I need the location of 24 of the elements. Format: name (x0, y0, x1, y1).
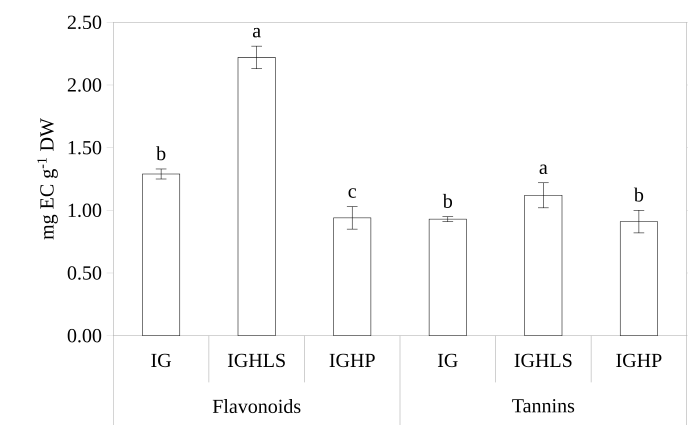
data-label: a (252, 28, 261, 38)
bar (142, 174, 180, 336)
y-tick-label: 1.00 (68, 204, 102, 218)
x-tick-label: IGHLS (228, 354, 285, 368)
x-tick-label: IG (438, 354, 458, 368)
data-label: c (348, 188, 356, 198)
y-tick-label: 2.00 (68, 78, 102, 92)
data-label: b (156, 146, 166, 160)
data-label: a (540, 164, 548, 174)
y-axis-title: mg EC g$^{-1}$ DW (37, 118, 58, 240)
data-label: b (634, 188, 644, 202)
y-tick-label: 2.50 (68, 16, 102, 30)
data-label: b (442, 194, 452, 208)
y-tick-label: 0.00 (68, 328, 102, 342)
y-tick-label: 1.50 (68, 140, 102, 154)
bar (428, 218, 467, 336)
y-tick-label: 0.50 (68, 266, 102, 280)
text: Flavonoids (212, 399, 300, 414)
x-tick-label: IG (151, 354, 172, 368)
x-tick-label: IGHP (330, 354, 375, 368)
bar (620, 221, 658, 336)
x-tick-label: IGHLS (514, 354, 572, 368)
text: Tannins (512, 399, 574, 412)
x-tick-label: IGHP (616, 354, 662, 368)
